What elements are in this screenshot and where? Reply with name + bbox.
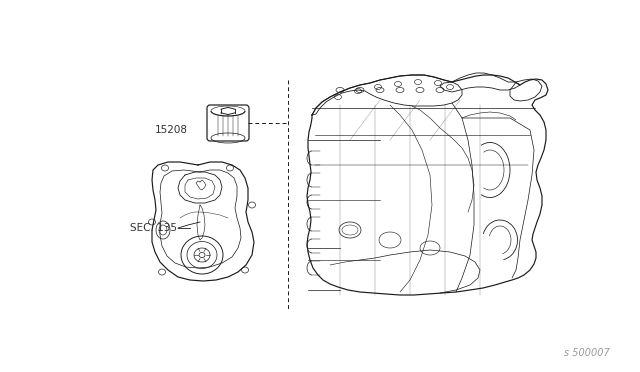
Text: 15208: 15208 (155, 125, 188, 135)
Text: s 500007: s 500007 (564, 348, 610, 358)
Text: SEC. 135: SEC. 135 (130, 223, 177, 233)
